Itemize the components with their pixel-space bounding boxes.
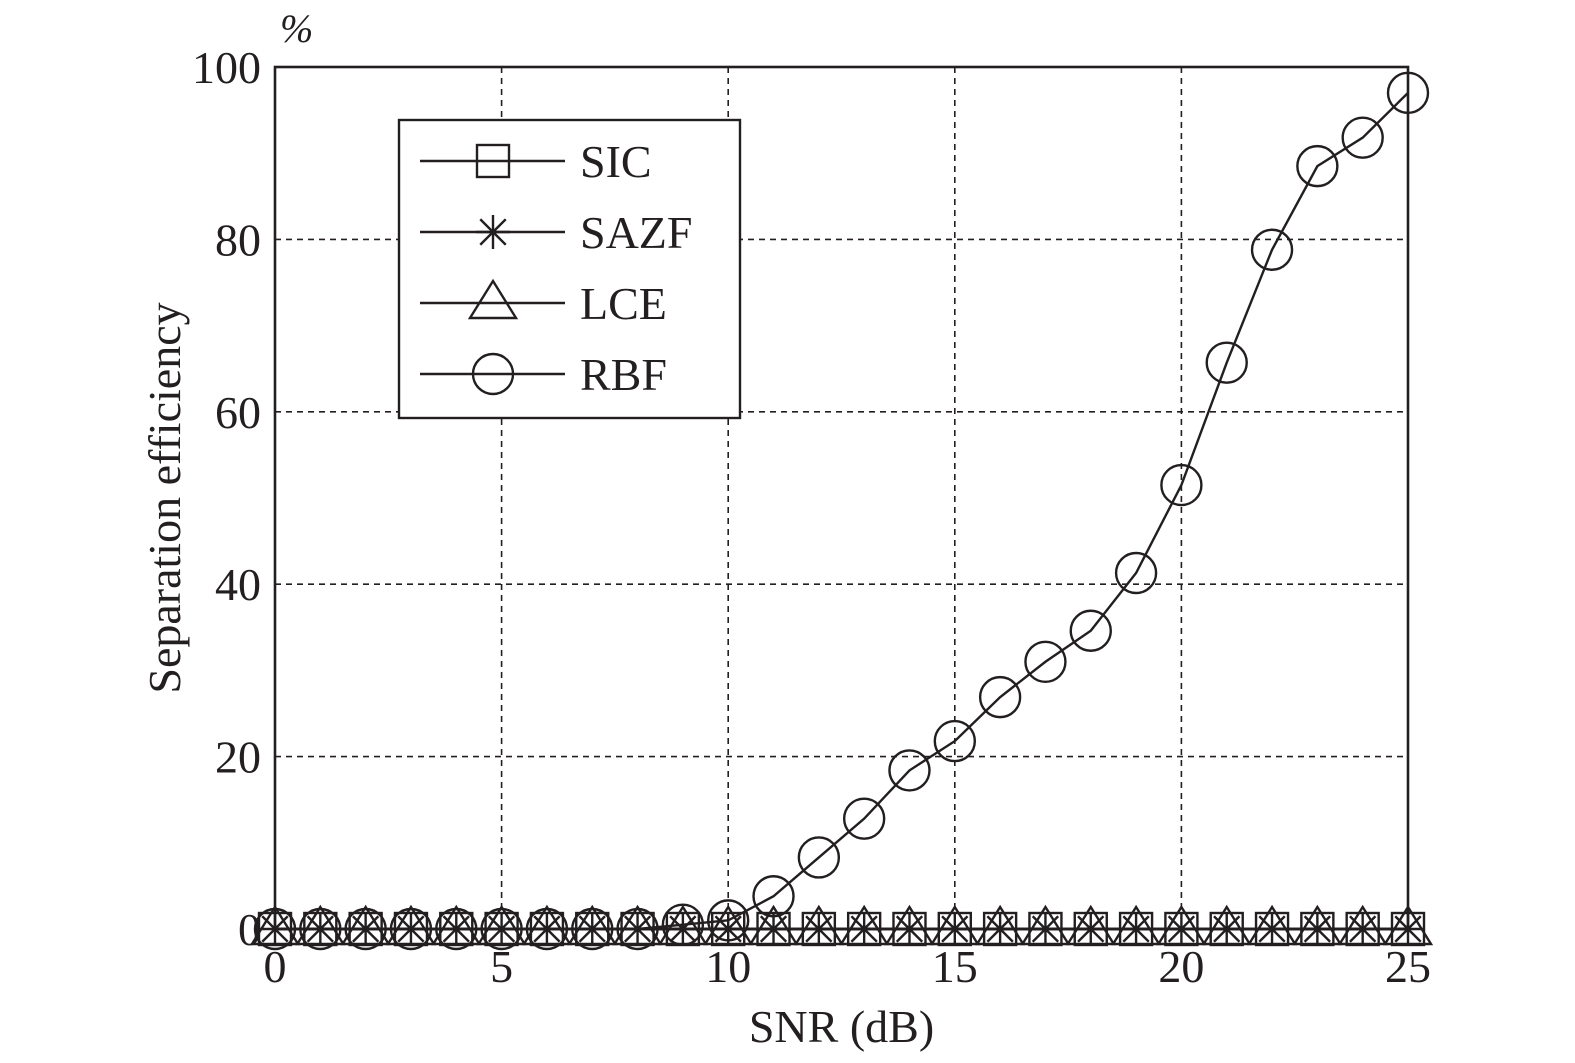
y-tick-label: 100 (192, 42, 261, 93)
triangle-marker (1156, 904, 1207, 946)
triangle-marker (1065, 904, 1116, 946)
legend-item-sic: SIC (420, 136, 652, 187)
series-group (249, 71, 1434, 951)
x-tick-label: 20 (1158, 941, 1204, 992)
circle-marker (752, 875, 795, 918)
circle-marker (1114, 551, 1158, 595)
y-tick-label: 20 (215, 732, 261, 783)
triangle-marker (1201, 904, 1252, 946)
legend-label: SIC (580, 136, 652, 187)
x-tick-label: 10 (705, 941, 751, 992)
y-tick-label: 0 (238, 904, 261, 955)
triangle-marker (929, 904, 980, 946)
triangle-marker (1382, 904, 1434, 946)
circle-marker (480, 907, 523, 951)
circle-marker (299, 907, 342, 951)
triangle-marker (839, 904, 890, 946)
legend-item-sazf: SAZF (420, 207, 692, 258)
x-axis-label: SNR (dB) (749, 1001, 934, 1052)
circle-marker (525, 907, 569, 951)
square-marker (475, 143, 511, 179)
circle-marker (661, 903, 705, 946)
triangle-marker (295, 904, 346, 946)
triangle-marker (340, 904, 391, 946)
circle-marker (1069, 609, 1112, 652)
triangle-marker (1337, 904, 1388, 946)
circle-marker (797, 836, 841, 879)
triangle-marker (567, 904, 618, 946)
triangle-marker (521, 904, 573, 946)
circle-marker (707, 899, 750, 942)
x-tick-label: 5 (490, 941, 513, 992)
legend-label: LCE (580, 278, 667, 329)
triangle-marker (703, 904, 754, 946)
circle-marker (1160, 463, 1203, 507)
circle-marker (389, 907, 433, 951)
legend-label: SAZF (580, 207, 692, 258)
triangle-marker (1110, 904, 1162, 946)
series-line (275, 92, 1409, 931)
y-axis-label: Separation efficiency (139, 302, 190, 693)
legend-box (397, 118, 742, 420)
triangle-marker (1020, 904, 1071, 946)
legend-item-rbf: RBF (420, 349, 667, 400)
circle-marker (1024, 640, 1067, 683)
triangle-marker (748, 904, 799, 946)
y-tick-label: 60 (215, 387, 261, 438)
circle-marker (571, 907, 614, 951)
x-tick-label: 15 (932, 941, 978, 992)
y-tick-label: 80 (215, 214, 261, 265)
circle-marker (344, 907, 387, 951)
legend-item-lce: LCE (420, 278, 667, 329)
circle-marker (253, 907, 297, 951)
triangle-marker (476, 904, 527, 946)
legend: SIC SAZF LCE RBF (397, 118, 742, 420)
circle-marker (888, 749, 931, 792)
x-tick-label: 25 (1385, 941, 1431, 992)
triangle-marker (249, 904, 301, 946)
triangle-marker (1292, 904, 1343, 946)
circle-marker (1341, 116, 1384, 159)
circle-marker (1296, 144, 1339, 188)
triangle-marker (793, 904, 844, 946)
circle-marker (616, 907, 659, 951)
circle-marker (471, 352, 515, 396)
circle-marker (435, 907, 478, 951)
triangle-marker (1246, 904, 1298, 946)
triangle-marker (612, 904, 663, 946)
legend-label: RBF (580, 349, 667, 400)
circle-marker (1205, 341, 1248, 384)
circle-marker (842, 797, 886, 840)
asterisk-marker (476, 215, 510, 249)
triangle-marker (385, 904, 437, 946)
y-tick-label: 40 (215, 559, 261, 610)
circle-marker (1386, 71, 1430, 115)
x-tick-label: 0 (264, 941, 287, 992)
circle-marker (1250, 228, 1294, 271)
triangle-marker (974, 904, 1026, 946)
triangle-marker (884, 904, 935, 946)
triangle-marker (431, 904, 482, 946)
circle-marker (933, 719, 976, 763)
y-axis-unit-label: % (280, 6, 313, 51)
tick-labels: 0 5 10 15 20 25 0 20 40 60 80 100 (192, 42, 1431, 992)
series-rbf (253, 71, 1430, 951)
circle-marker (978, 675, 1022, 719)
triangle-marker (467, 278, 519, 320)
